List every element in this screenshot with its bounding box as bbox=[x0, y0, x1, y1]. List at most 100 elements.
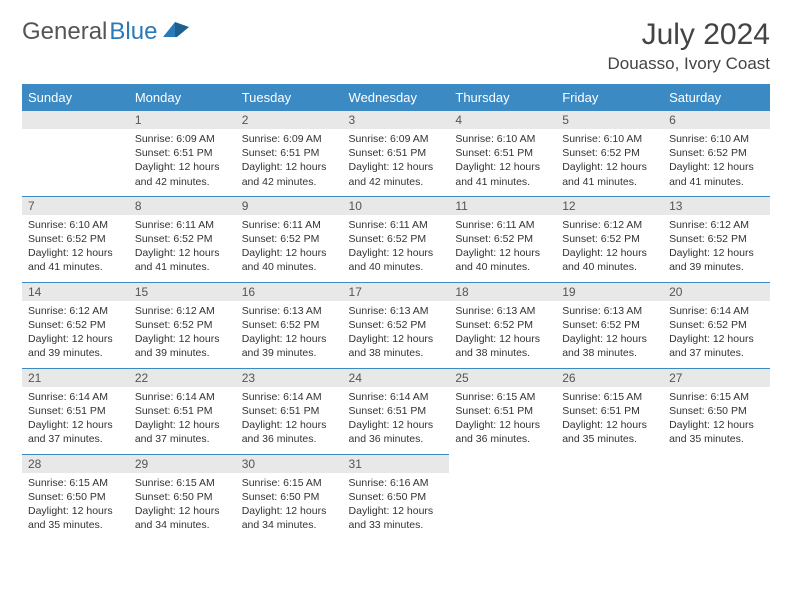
calendar-cell: 18Sunrise: 6:13 AMSunset: 6:52 PMDayligh… bbox=[449, 282, 556, 368]
calendar-cell: 22Sunrise: 6:14 AMSunset: 6:51 PMDayligh… bbox=[129, 368, 236, 454]
calendar-cell: 1Sunrise: 6:09 AMSunset: 6:51 PMDaylight… bbox=[129, 110, 236, 196]
day-body: Sunrise: 6:09 AMSunset: 6:51 PMDaylight:… bbox=[343, 129, 450, 193]
day-number: 13 bbox=[663, 197, 770, 215]
day-body: Sunrise: 6:10 AMSunset: 6:51 PMDaylight:… bbox=[449, 129, 556, 193]
calendar-cell bbox=[22, 110, 129, 196]
calendar-cell: 20Sunrise: 6:14 AMSunset: 6:52 PMDayligh… bbox=[663, 282, 770, 368]
day-number: 29 bbox=[129, 455, 236, 473]
day-body: Sunrise: 6:10 AMSunset: 6:52 PMDaylight:… bbox=[556, 129, 663, 193]
day-number: 11 bbox=[449, 197, 556, 215]
weekday-header: Monday bbox=[129, 85, 236, 110]
day-number: 25 bbox=[449, 369, 556, 387]
calendar-cell: 16Sunrise: 6:13 AMSunset: 6:52 PMDayligh… bbox=[236, 282, 343, 368]
calendar-cell: 5Sunrise: 6:10 AMSunset: 6:52 PMDaylight… bbox=[556, 110, 663, 196]
day-body: Sunrise: 6:12 AMSunset: 6:52 PMDaylight:… bbox=[22, 301, 129, 365]
day-body: Sunrise: 6:14 AMSunset: 6:51 PMDaylight:… bbox=[22, 387, 129, 451]
month-title: July 2024 bbox=[607, 18, 770, 52]
day-number: 18 bbox=[449, 283, 556, 301]
weekday-header: Sunday bbox=[22, 85, 129, 110]
brand-part1: General bbox=[22, 18, 107, 46]
calendar-week: 28Sunrise: 6:15 AMSunset: 6:50 PMDayligh… bbox=[22, 454, 770, 540]
day-number: 12 bbox=[556, 197, 663, 215]
calendar-cell: 25Sunrise: 6:15 AMSunset: 6:51 PMDayligh… bbox=[449, 368, 556, 454]
calendar-cell: 24Sunrise: 6:14 AMSunset: 6:51 PMDayligh… bbox=[343, 368, 450, 454]
calendar-cell: 12Sunrise: 6:12 AMSunset: 6:52 PMDayligh… bbox=[556, 196, 663, 282]
day-body: Sunrise: 6:12 AMSunset: 6:52 PMDaylight:… bbox=[663, 215, 770, 279]
day-body: Sunrise: 6:15 AMSunset: 6:50 PMDaylight:… bbox=[129, 473, 236, 537]
day-body: Sunrise: 6:15 AMSunset: 6:51 PMDaylight:… bbox=[556, 387, 663, 451]
day-number: 24 bbox=[343, 369, 450, 387]
calendar-cell bbox=[556, 454, 663, 540]
day-body: Sunrise: 6:13 AMSunset: 6:52 PMDaylight:… bbox=[556, 301, 663, 365]
calendar-cell: 30Sunrise: 6:15 AMSunset: 6:50 PMDayligh… bbox=[236, 454, 343, 540]
calendar-week: 14Sunrise: 6:12 AMSunset: 6:52 PMDayligh… bbox=[22, 282, 770, 368]
day-number: 7 bbox=[22, 197, 129, 215]
weekday-header: Tuesday bbox=[236, 85, 343, 110]
day-number: 20 bbox=[663, 283, 770, 301]
day-number: 5 bbox=[556, 111, 663, 129]
calendar-page: GeneralBlue July 2024 Douasso, Ivory Coa… bbox=[0, 0, 792, 558]
calendar-cell bbox=[449, 454, 556, 540]
calendar-cell: 23Sunrise: 6:14 AMSunset: 6:51 PMDayligh… bbox=[236, 368, 343, 454]
day-body: Sunrise: 6:16 AMSunset: 6:50 PMDaylight:… bbox=[343, 473, 450, 537]
calendar-cell: 3Sunrise: 6:09 AMSunset: 6:51 PMDaylight… bbox=[343, 110, 450, 196]
weekday-header: Saturday bbox=[663, 85, 770, 110]
calendar-week: 7Sunrise: 6:10 AMSunset: 6:52 PMDaylight… bbox=[22, 196, 770, 282]
day-number: 2 bbox=[236, 111, 343, 129]
calendar-body: 1Sunrise: 6:09 AMSunset: 6:51 PMDaylight… bbox=[22, 110, 770, 540]
calendar-head: SundayMondayTuesdayWednesdayThursdayFrid… bbox=[22, 85, 770, 110]
day-number: 22 bbox=[129, 369, 236, 387]
day-number: 16 bbox=[236, 283, 343, 301]
day-body: Sunrise: 6:15 AMSunset: 6:51 PMDaylight:… bbox=[449, 387, 556, 451]
day-body: Sunrise: 6:09 AMSunset: 6:51 PMDaylight:… bbox=[129, 129, 236, 193]
day-number: 17 bbox=[343, 283, 450, 301]
flag-icon bbox=[163, 18, 191, 46]
calendar-cell: 27Sunrise: 6:15 AMSunset: 6:50 PMDayligh… bbox=[663, 368, 770, 454]
calendar-cell: 11Sunrise: 6:11 AMSunset: 6:52 PMDayligh… bbox=[449, 196, 556, 282]
day-number: 28 bbox=[22, 455, 129, 473]
day-number: 10 bbox=[343, 197, 450, 215]
calendar-cell: 10Sunrise: 6:11 AMSunset: 6:52 PMDayligh… bbox=[343, 196, 450, 282]
day-body: Sunrise: 6:15 AMSunset: 6:50 PMDaylight:… bbox=[663, 387, 770, 451]
day-number: 4 bbox=[449, 111, 556, 129]
day-body: Sunrise: 6:15 AMSunset: 6:50 PMDaylight:… bbox=[22, 473, 129, 537]
calendar-cell: 7Sunrise: 6:10 AMSunset: 6:52 PMDaylight… bbox=[22, 196, 129, 282]
day-body: Sunrise: 6:14 AMSunset: 6:51 PMDaylight:… bbox=[236, 387, 343, 451]
day-number: 23 bbox=[236, 369, 343, 387]
day-body: Sunrise: 6:14 AMSunset: 6:51 PMDaylight:… bbox=[129, 387, 236, 451]
day-number: 14 bbox=[22, 283, 129, 301]
calendar-cell: 29Sunrise: 6:15 AMSunset: 6:50 PMDayligh… bbox=[129, 454, 236, 540]
day-number: 3 bbox=[343, 111, 450, 129]
header: GeneralBlue July 2024 Douasso, Ivory Coa… bbox=[22, 18, 770, 74]
calendar-cell: 17Sunrise: 6:13 AMSunset: 6:52 PMDayligh… bbox=[343, 282, 450, 368]
calendar-cell: 28Sunrise: 6:15 AMSunset: 6:50 PMDayligh… bbox=[22, 454, 129, 540]
day-number: 8 bbox=[129, 197, 236, 215]
day-body: Sunrise: 6:14 AMSunset: 6:51 PMDaylight:… bbox=[343, 387, 450, 451]
calendar-cell: 13Sunrise: 6:12 AMSunset: 6:52 PMDayligh… bbox=[663, 196, 770, 282]
calendar-cell: 14Sunrise: 6:12 AMSunset: 6:52 PMDayligh… bbox=[22, 282, 129, 368]
day-number bbox=[22, 111, 129, 129]
calendar-week: 21Sunrise: 6:14 AMSunset: 6:51 PMDayligh… bbox=[22, 368, 770, 454]
day-number: 9 bbox=[236, 197, 343, 215]
location: Douasso, Ivory Coast bbox=[607, 54, 770, 74]
calendar-cell: 26Sunrise: 6:15 AMSunset: 6:51 PMDayligh… bbox=[556, 368, 663, 454]
brand-part2: Blue bbox=[109, 18, 157, 46]
day-body: Sunrise: 6:09 AMSunset: 6:51 PMDaylight:… bbox=[236, 129, 343, 193]
day-number: 30 bbox=[236, 455, 343, 473]
day-number: 21 bbox=[22, 369, 129, 387]
brand-logo: GeneralBlue bbox=[22, 18, 191, 46]
calendar-cell: 19Sunrise: 6:13 AMSunset: 6:52 PMDayligh… bbox=[556, 282, 663, 368]
day-body: Sunrise: 6:10 AMSunset: 6:52 PMDaylight:… bbox=[22, 215, 129, 279]
calendar-cell: 4Sunrise: 6:10 AMSunset: 6:51 PMDaylight… bbox=[449, 110, 556, 196]
day-number: 15 bbox=[129, 283, 236, 301]
weekday-header: Thursday bbox=[449, 85, 556, 110]
calendar-cell: 15Sunrise: 6:12 AMSunset: 6:52 PMDayligh… bbox=[129, 282, 236, 368]
title-block: July 2024 Douasso, Ivory Coast bbox=[607, 18, 770, 74]
weekday-header: Friday bbox=[556, 85, 663, 110]
calendar-cell: 2Sunrise: 6:09 AMSunset: 6:51 PMDaylight… bbox=[236, 110, 343, 196]
calendar-cell bbox=[663, 454, 770, 540]
day-body: Sunrise: 6:11 AMSunset: 6:52 PMDaylight:… bbox=[129, 215, 236, 279]
day-number: 6 bbox=[663, 111, 770, 129]
day-body: Sunrise: 6:11 AMSunset: 6:52 PMDaylight:… bbox=[449, 215, 556, 279]
calendar-cell: 31Sunrise: 6:16 AMSunset: 6:50 PMDayligh… bbox=[343, 454, 450, 540]
